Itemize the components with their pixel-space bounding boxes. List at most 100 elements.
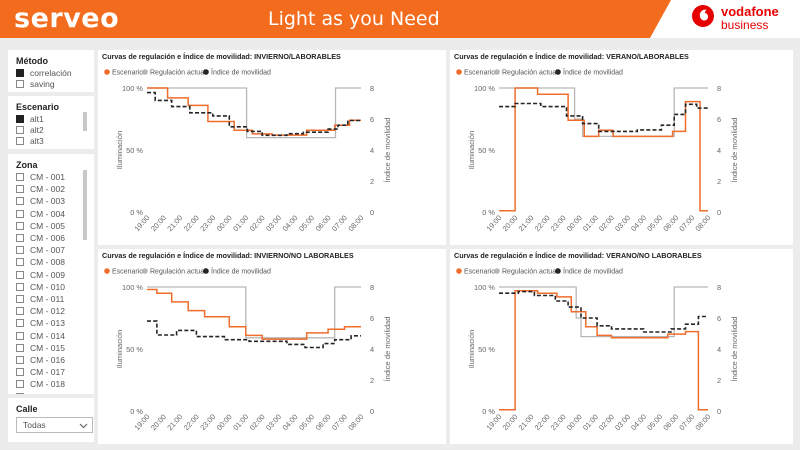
- y2-axis-label: Índice de movilidad: [383, 117, 392, 182]
- legend-label-regulacion[interactable]: Regulación actual: [502, 269, 558, 276]
- y2-tick-label: 2: [370, 376, 374, 385]
- zona-slicer: Zona CM - 001 CM - 002 CM - 003 CM - 004 CM …: [8, 154, 94, 394]
- zona-option[interactable]: CM - 018: [16, 378, 65, 390]
- y-tick-label: 50 %: [126, 345, 143, 354]
- checkbox-unchecked[interactable]: [16, 343, 24, 352]
- escenario-option-alt1[interactable]: alt1: [16, 113, 44, 125]
- legend-label-regulacion[interactable]: Regulación actual: [150, 70, 206, 77]
- zona-option[interactable]: CM - 013: [16, 317, 65, 329]
- legend-label-escenario[interactable]: Escenario: [464, 269, 495, 276]
- x-tick-label: 07:00: [330, 213, 349, 233]
- legend-label-escenario[interactable]: Escenario: [112, 70, 143, 77]
- zona-option[interactable]: CM - 017: [16, 366, 65, 378]
- checkbox-unchecked[interactable]: [16, 173, 24, 181]
- checkbox-unchecked[interactable]: [16, 331, 24, 340]
- x-tick-label: 02:00: [248, 412, 267, 432]
- series-line-regulacion[interactable]: [499, 87, 708, 138]
- checkbox-unchecked[interactable]: [16, 392, 24, 394]
- legend-label-regulacion[interactable]: Regulación actual: [502, 70, 558, 77]
- series-line-escenario[interactable]: [499, 289, 708, 411]
- checkbox-checked[interactable]: [16, 115, 24, 123]
- zona-option[interactable]: CM - 004: [16, 208, 65, 220]
- y2-axis-label: Índice de movilidad: [730, 117, 739, 182]
- y-tick-label: 100 %: [122, 84, 143, 93]
- x-tick-label: 03:00: [264, 213, 283, 233]
- zona-option[interactable]: CM - 009: [16, 269, 65, 281]
- y2-tick-label: 4: [717, 345, 721, 354]
- series-line-regulacion[interactable]: [147, 286, 361, 339]
- partner-name: vodafone: [721, 4, 779, 19]
- legend-label-movilidad[interactable]: Índice de movilidad: [211, 68, 271, 77]
- x-tick-label: 02:00: [597, 412, 616, 432]
- checkbox-unchecked[interactable]: [16, 80, 24, 88]
- checkbox-unchecked[interactable]: [16, 209, 24, 218]
- checkbox-unchecked[interactable]: [16, 368, 24, 377]
- metodo-option-correlacion[interactable]: correlación: [16, 67, 72, 79]
- x-tick-label: 08:00: [346, 412, 365, 432]
- legend-marker-escenario: [104, 69, 110, 75]
- series-line-escenario[interactable]: [147, 288, 361, 340]
- series-line-escenario[interactable]: [499, 87, 708, 212]
- escenario-option-alt2[interactable]: alt2: [16, 124, 44, 136]
- zona-option[interactable]: CM - 010: [16, 281, 65, 293]
- checkbox-unchecked[interactable]: [16, 380, 24, 389]
- escenario-scrollbar[interactable]: [83, 112, 87, 131]
- zona-option[interactable]: CM - 014: [16, 330, 65, 342]
- legend-label-movilidad[interactable]: Índice de movilidad: [563, 68, 623, 77]
- series-line-movilidad[interactable]: [499, 102, 708, 133]
- x-tick-label: 04:00: [629, 412, 648, 432]
- x-tick-label: 01:00: [581, 412, 600, 432]
- series-line-movilidad[interactable]: [147, 320, 361, 349]
- zona-option[interactable]: CM - 007: [16, 244, 65, 256]
- series-line-movilidad[interactable]: [499, 290, 708, 333]
- escenario-option-alt3[interactable]: alt3: [16, 135, 44, 147]
- legend-label-escenario[interactable]: Escenario: [464, 70, 495, 77]
- y-tick-label: 100 %: [474, 84, 495, 93]
- checkbox-unchecked[interactable]: [16, 319, 24, 328]
- checkbox-unchecked[interactable]: [16, 137, 24, 145]
- checkbox-unchecked[interactable]: [16, 295, 24, 303]
- checkbox-unchecked[interactable]: [16, 270, 24, 279]
- zona-option[interactable]: CM - 011: [16, 293, 64, 305]
- zona-option[interactable]: CM - 003: [16, 195, 65, 207]
- calle-dropdown[interactable]: Todas: [16, 417, 93, 433]
- checkbox-unchecked[interactable]: [16, 221, 24, 230]
- x-tick-label: 03:00: [613, 412, 632, 432]
- checkbox-unchecked[interactable]: [16, 185, 24, 194]
- series-line-regulacion[interactable]: [147, 87, 361, 139]
- zona-option[interactable]: CM - 005: [16, 220, 65, 232]
- legend-marker-regulacion: [142, 268, 148, 274]
- zona-option[interactable]: CM - 002: [16, 183, 65, 195]
- series-line-regulacion[interactable]: [499, 286, 708, 338]
- y2-axis-label: Índice de movilidad: [730, 316, 739, 381]
- zona-scrollbar[interactable]: [83, 170, 87, 240]
- checkbox-checked[interactable]: [16, 69, 24, 77]
- checkbox-unchecked[interactable]: [16, 246, 24, 255]
- series-line-escenario[interactable]: [147, 87, 361, 136]
- zona-option[interactable]: CM - 012: [16, 305, 65, 317]
- zona-option[interactable]: CM - 001: [16, 171, 65, 183]
- checkbox-unchecked[interactable]: [16, 197, 24, 206]
- zona-option[interactable]: CM - 015: [16, 342, 65, 354]
- checkbox-unchecked[interactable]: [16, 234, 24, 242]
- checkbox-unchecked[interactable]: [16, 282, 24, 291]
- legend-label-movilidad[interactable]: Índice de movilidad: [563, 267, 623, 276]
- checkbox-unchecked[interactable]: [16, 356, 24, 364]
- series-line-movilidad[interactable]: [147, 91, 361, 137]
- checkbox-unchecked[interactable]: [16, 126, 24, 134]
- zona-option[interactable]: CM - 019: [16, 391, 65, 394]
- checkbox-unchecked[interactable]: [16, 258, 24, 267]
- vodafone-speechmark-icon: [692, 5, 714, 27]
- legend-label-regulacion[interactable]: Regulación actual: [150, 269, 206, 276]
- zona-option[interactable]: CM - 008: [16, 256, 65, 268]
- legend-label-escenario[interactable]: Escenario: [112, 269, 143, 276]
- x-tick-label: 22:00: [533, 213, 552, 233]
- legend-label-movilidad[interactable]: Índice de movilidad: [211, 267, 271, 276]
- x-tick-label: 06:00: [313, 412, 332, 432]
- x-tick-label: 07:00: [677, 412, 696, 432]
- metodo-option-saving[interactable]: saving: [16, 78, 55, 90]
- zona-option[interactable]: CM - 016: [16, 354, 65, 366]
- checkbox-unchecked[interactable]: [16, 307, 24, 316]
- header-bar: serveo Light as you Need vodafone busine…: [0, 0, 800, 38]
- zona-option[interactable]: CM - 006: [16, 232, 65, 244]
